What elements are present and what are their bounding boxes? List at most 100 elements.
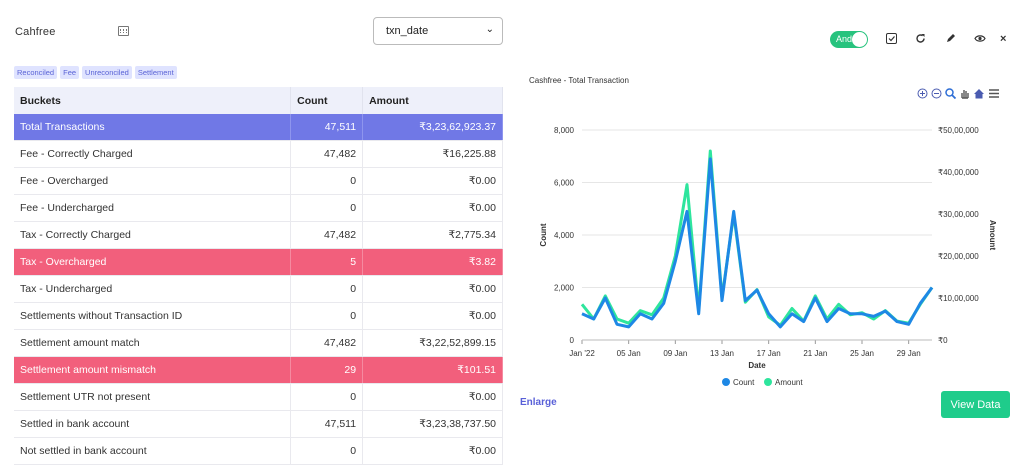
calendar-icon[interactable]	[118, 26, 129, 36]
and-toggle[interactable]: And	[830, 31, 868, 48]
bucket-cell: Settlement UTR not present	[14, 383, 292, 411]
amount-cell: ₹0.00	[362, 437, 503, 465]
bucket-cell: Tax - Overcharged	[14, 248, 292, 276]
table-row[interactable]: Settlement UTR not present 0 ₹0.00	[14, 383, 503, 411]
amount-cell: ₹2,775.34	[362, 221, 503, 249]
eye-icon[interactable]	[974, 33, 986, 47]
line-chart: 0 2,000 4,000 6,000 8,000 ₹0 ₹10,00,000 ₹20,00,…	[539, 126, 997, 387]
filter-tags: Reconciled Fee Unreconciled Settlement	[14, 66, 177, 79]
amount-cell: ₹0.00	[362, 275, 503, 303]
y-tick-label: 6,000	[554, 179, 575, 188]
column-header-amount[interactable]: Amount	[362, 87, 503, 114]
x-tick-label: 17 Jan	[757, 349, 781, 358]
tag-unreconciled[interactable]: Unreconciled	[82, 66, 132, 79]
x-axis-title: Date	[748, 361, 766, 370]
count-cell: 47,482	[290, 140, 364, 168]
table-row[interactable]: Fee - Undercharged 0 ₹0.00	[14, 194, 503, 222]
y2-tick-label: ₹10,00,000	[938, 294, 979, 303]
bucket-cell: Settlement amount match	[14, 329, 292, 357]
refresh-icon[interactable]	[915, 33, 926, 47]
legend-label-count: Count	[733, 378, 755, 387]
tag-fee[interactable]: Fee	[60, 66, 80, 79]
y2-tick-label: ₹20,00,000	[938, 252, 979, 261]
brand-name: Cahfree	[15, 26, 56, 38]
table-row[interactable]: Tax - Correctly Charged 47,482 ₹2,775.34	[14, 221, 503, 249]
bucket-cell: Settlement amount mismatch	[14, 356, 292, 384]
bucket-cell: Settled in bank account	[14, 410, 292, 438]
zoom-in-icon[interactable]	[917, 88, 928, 99]
amount-cell: ₹3,23,62,923.37	[362, 114, 503, 141]
table-row[interactable]: Settlement amount mismatch 29 ₹101.51	[14, 356, 503, 384]
y-tick-label: 0	[570, 336, 575, 345]
table-body: Total Transactions 47,511 ₹3,23,62,923.37 F…	[14, 114, 503, 465]
count-cell: 47,511	[290, 410, 364, 438]
column-header-buckets[interactable]: Buckets	[14, 87, 292, 114]
table-row[interactable]: Fee - Correctly Charged 47,482 ₹16,225.88	[14, 140, 503, 168]
table-row[interactable]: Tax - Undercharged 0 ₹0.00	[14, 275, 503, 303]
amount-cell: ₹0.00	[362, 167, 503, 195]
y2-tick-label: ₹50,00,000	[938, 126, 979, 135]
amount-cell: ₹0.00	[362, 194, 503, 222]
zoom-icon[interactable]	[945, 88, 956, 99]
count-cell: 0	[290, 275, 364, 303]
table-row[interactable]: Total Transactions 47,511 ₹3,23,62,923.37	[14, 114, 503, 141]
y-tick-label: 8,000	[554, 126, 575, 135]
y2-tick-label: ₹0	[938, 336, 948, 345]
legend-marker-count	[722, 378, 730, 386]
count-cell: 0	[290, 194, 364, 222]
date-field-value: txn_date	[386, 25, 429, 37]
amount-cell: ₹0.00	[362, 383, 503, 411]
home-icon[interactable]	[973, 88, 985, 99]
count-cell: 0	[290, 437, 364, 465]
x-tick-label: 05 Jan	[617, 349, 641, 358]
bucket-cell: Fee - Undercharged	[14, 194, 292, 222]
amount-cell: ₹3,22,52,899.15	[362, 329, 503, 357]
count-cell: 47,511	[290, 114, 364, 141]
pan-icon[interactable]	[959, 88, 970, 99]
view-data-button[interactable]: View Data	[941, 391, 1010, 418]
bucket-cell: Tax - Correctly Charged	[14, 221, 292, 249]
tag-reconciled[interactable]: Reconciled	[14, 66, 58, 79]
toggle-knob	[852, 32, 867, 47]
toggle-label: And	[836, 34, 853, 44]
x-tick-label: 09 Jan	[663, 349, 687, 358]
bucket-cell: Fee - Overcharged	[14, 167, 292, 195]
count-cell: 0	[290, 302, 364, 330]
table-row[interactable]: Settlement amount match 47,482 ₹3,22,52,89…	[14, 329, 503, 357]
amount-cell: ₹16,225.88	[362, 140, 503, 168]
amount-cell: ₹3.82	[362, 248, 503, 276]
column-header-count[interactable]: Count	[290, 87, 364, 114]
close-icon[interactable]: ×	[1000, 33, 1007, 45]
table-row[interactable]: Tax - Overcharged 5 ₹3.82	[14, 248, 503, 276]
series-line-amount	[580, 149, 934, 327]
table-header-row: Buckets Count Amount	[14, 87, 503, 114]
y2-axis-title: Amount	[988, 220, 997, 251]
chevron-down-icon: ⌄	[485, 24, 494, 35]
pencil-icon[interactable]	[945, 33, 956, 47]
bucket-cell: Fee - Correctly Charged	[14, 140, 292, 168]
x-tick-label: 13 Jan	[710, 349, 734, 358]
y-tick-label: 2,000	[554, 284, 575, 293]
date-field-select[interactable]: txn_date ⌄	[373, 17, 503, 45]
table-row[interactable]: Fee - Overcharged 0 ₹0.00	[14, 167, 503, 195]
bucket-cell: Settlements without Transaction ID	[14, 302, 292, 330]
count-cell: 47,482	[290, 221, 364, 249]
legend-label-amount: Amount	[775, 378, 803, 387]
y-axis-title: Count	[539, 223, 548, 246]
zoom-out-icon[interactable]	[931, 88, 942, 99]
menu-icon[interactable]	[988, 88, 1000, 99]
enlarge-link[interactable]: Enlarge	[520, 397, 557, 408]
table-row[interactable]: Settlements without Transaction ID 0 ₹0.00	[14, 302, 503, 330]
bucket-cell: Not settled in bank account	[14, 437, 292, 465]
chart-title: Cashfree - Total Transaction	[529, 76, 629, 85]
tag-settlement[interactable]: Settlement	[134, 66, 177, 79]
amount-cell: ₹0.00	[362, 302, 503, 330]
chart-toolbar	[917, 88, 1000, 99]
series-line-count	[581, 157, 934, 329]
table-row[interactable]: Settled in bank account 47,511 ₹3,23,38,73…	[14, 410, 503, 438]
checkbox-icon[interactable]	[886, 33, 897, 47]
bucket-cell: Tax - Undercharged	[14, 275, 292, 303]
table-row[interactable]: Not settled in bank account 0 ₹0.00	[14, 437, 503, 465]
count-cell: 29	[290, 356, 364, 384]
x-tick-label: 29 Jan	[897, 349, 921, 358]
